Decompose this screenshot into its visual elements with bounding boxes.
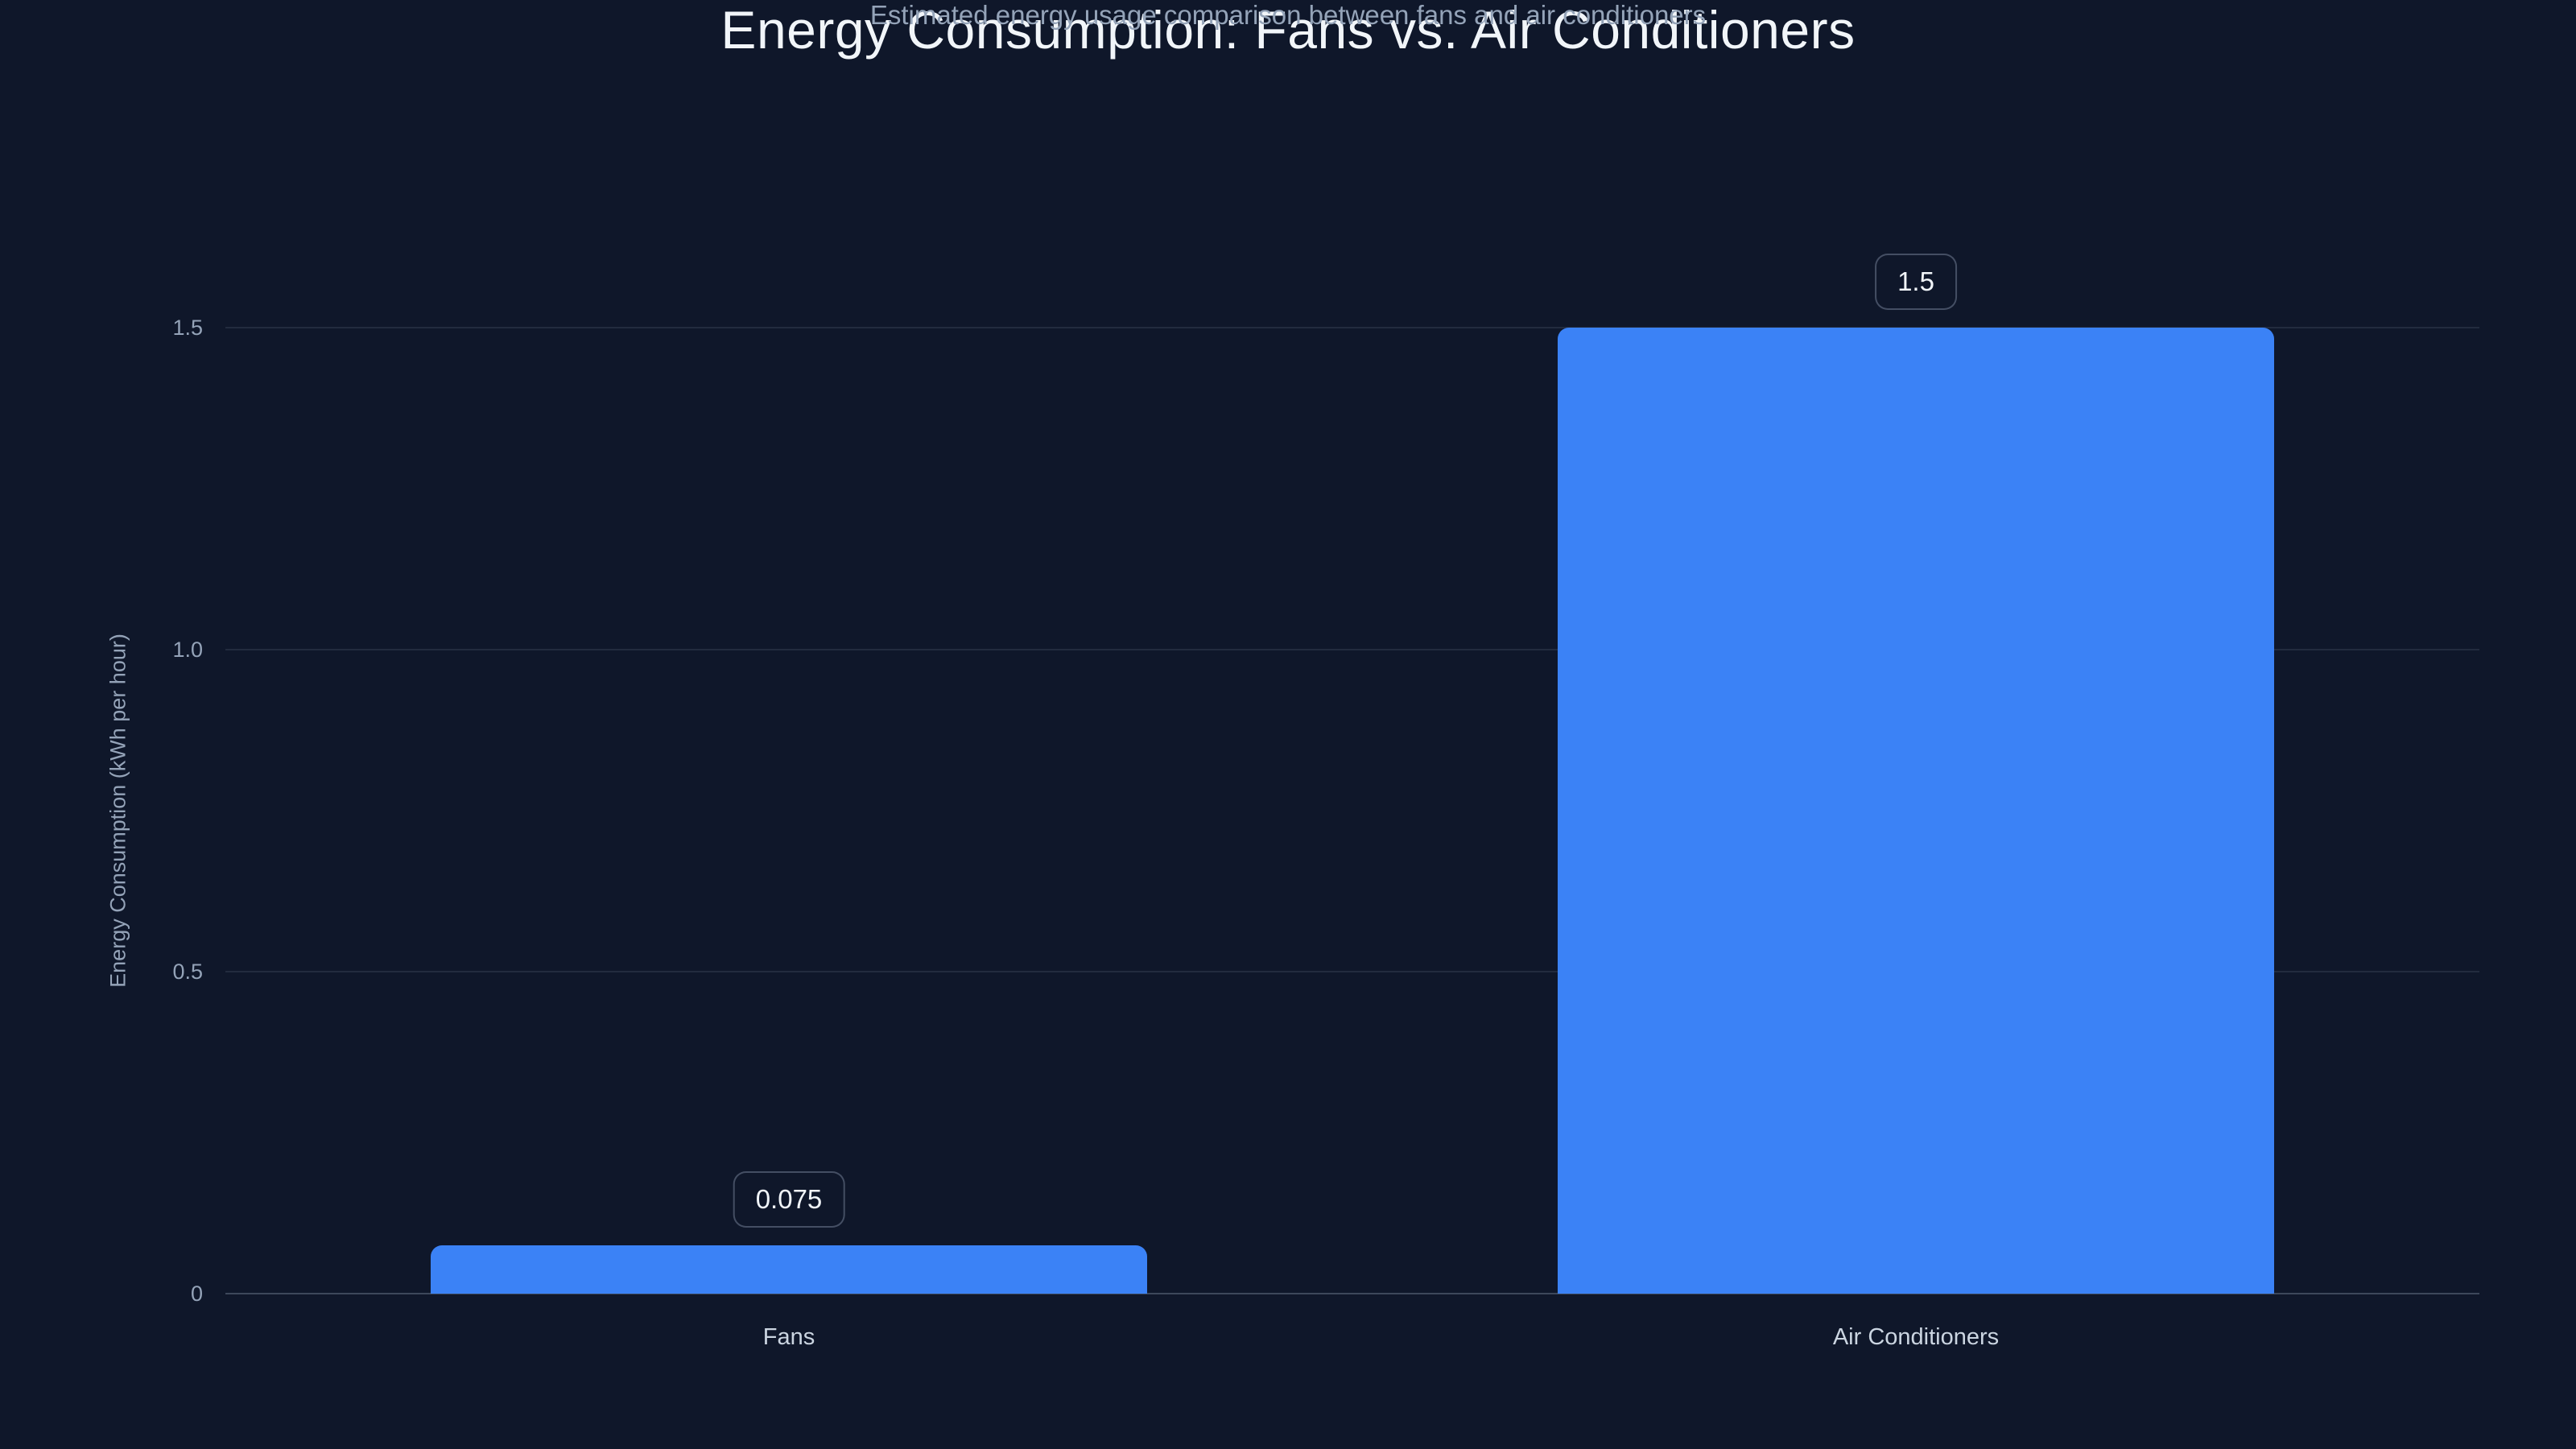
plot-area: 0.075 1.5 [225,254,2479,1294]
gridline [225,327,2479,328]
y-tick-label: 0 [190,1282,203,1306]
y-tick-label: 1.5 [172,316,203,340]
bar-air-conditioners [1558,328,2274,1294]
gridline [225,971,2479,972]
bar-fans [431,1245,1147,1294]
chart-title: Energy Consumption: Fans vs. Air Conditi… [720,0,1856,60]
y-tick-label: 0.5 [172,960,203,984]
y-tick-label: 1.0 [172,638,203,662]
bar-value-chip: 0.075 [733,1171,845,1228]
x-category-label: Fans [762,1324,815,1350]
y-axis-title: Energy Consumption (kWh per hour) [105,634,130,988]
gridline [225,649,2479,650]
x-axis-baseline [225,1293,2479,1294]
x-category-label: Air Conditioners [1832,1324,2000,1350]
chart-subtitle: Estimated energy usage comparison betwee… [869,0,1707,30]
bar-value-chip: 1.5 [1875,254,1957,310]
